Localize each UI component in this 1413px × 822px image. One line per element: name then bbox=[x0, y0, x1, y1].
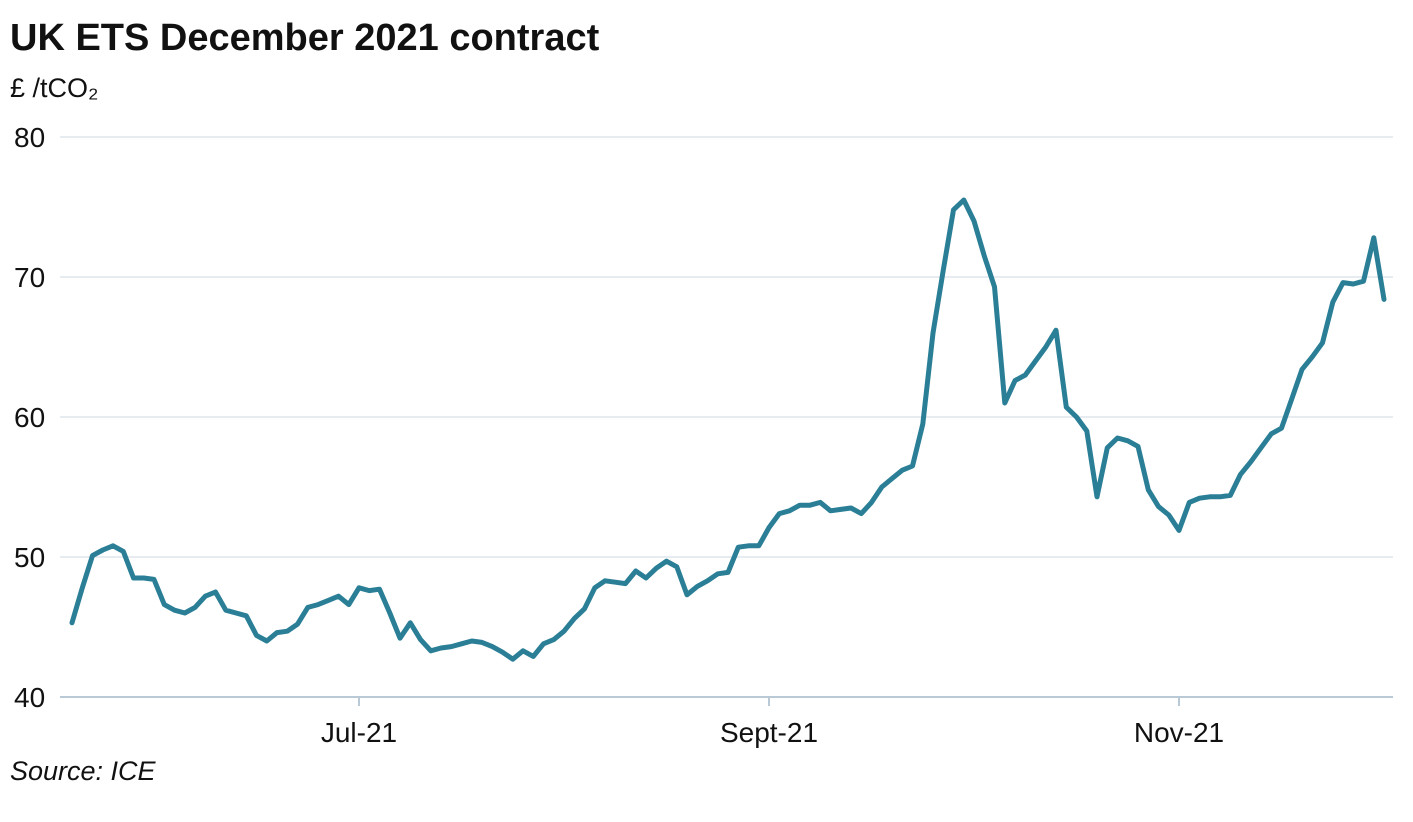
y-tick-label: 80 bbox=[14, 122, 45, 153]
chart-title: UK ETS December 2021 contract bbox=[10, 17, 600, 59]
chart-subtitle: £ /tCO₂ bbox=[10, 73, 99, 103]
y-tick-label: 50 bbox=[14, 542, 45, 573]
x-tick-label: Sept-21 bbox=[720, 717, 818, 748]
source-note: Source: ICE bbox=[10, 756, 157, 786]
price-line bbox=[69, 197, 1387, 662]
y-tick-label: 70 bbox=[14, 262, 45, 293]
x-tick-label: Jul-21 bbox=[321, 717, 397, 748]
x-tick-label: Nov-21 bbox=[1134, 717, 1224, 748]
y-tick-label: 60 bbox=[14, 402, 45, 433]
y-tick-label: 40 bbox=[14, 682, 45, 713]
